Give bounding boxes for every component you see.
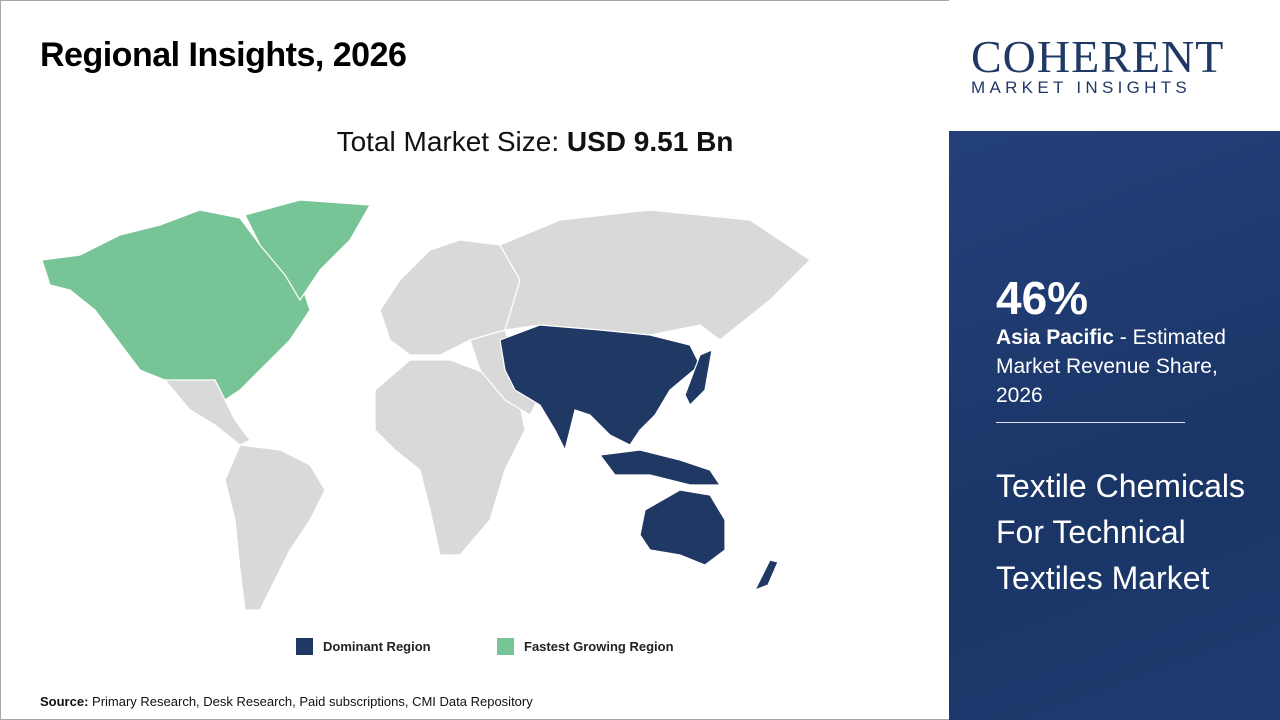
central-america — [163, 379, 251, 446]
australia — [639, 489, 726, 566]
share-value: 46% — [996, 272, 1089, 324]
world-map — [41, 199, 811, 611]
source: Source: Primary Research, Desk Research,… — [40, 694, 533, 709]
north-america — [41, 209, 311, 401]
market-size-value: USD 9.51 Bn — [566, 126, 734, 157]
market-name: Textile Chemicals For Technical Textiles… — [996, 468, 1245, 596]
russia — [499, 209, 811, 341]
market-size: Total Market Size: USD 9.51 Bn — [0, 126, 1070, 158]
divider — [996, 422, 1185, 423]
japan — [684, 349, 713, 407]
africa — [374, 359, 526, 556]
source-text: Primary Research, Desk Research, Paid su… — [92, 694, 533, 709]
source-label: Source: — [40, 694, 89, 709]
legend-label: Fastest Growing Region — [524, 639, 674, 654]
legend-item: Fastest Growing Region — [497, 638, 674, 655]
greenland — [244, 199, 371, 302]
region-name: Asia Pacific — [996, 326, 1114, 349]
title: Regional Insights, 2026 — [40, 36, 407, 74]
legend-swatch — [296, 638, 313, 655]
legend-item: Dominant Region — [296, 638, 431, 655]
asia-pacific — [499, 324, 701, 452]
south-america — [224, 444, 326, 611]
legend-swatch — [497, 638, 514, 655]
logo: COHERENT MARKET INSIGHTS — [949, 0, 1280, 131]
legend-label: Dominant Region — [323, 639, 431, 654]
share-description: Asia Pacific - Estimated Market Revenue … — [996, 323, 1236, 410]
market-size-label: Total Market Size: — [336, 126, 560, 157]
logo-name: COHERENT — [971, 31, 1225, 82]
side-panel: 46% Asia Pacific - Estimated Market Reve… — [949, 131, 1280, 720]
new-zealand — [753, 559, 779, 592]
southeast-asia — [598, 449, 722, 486]
logo-tagline: MARKET INSIGHTS — [971, 78, 1192, 97]
description-text: - Estimated Market Revenue Share, 2026 — [996, 326, 1226, 407]
